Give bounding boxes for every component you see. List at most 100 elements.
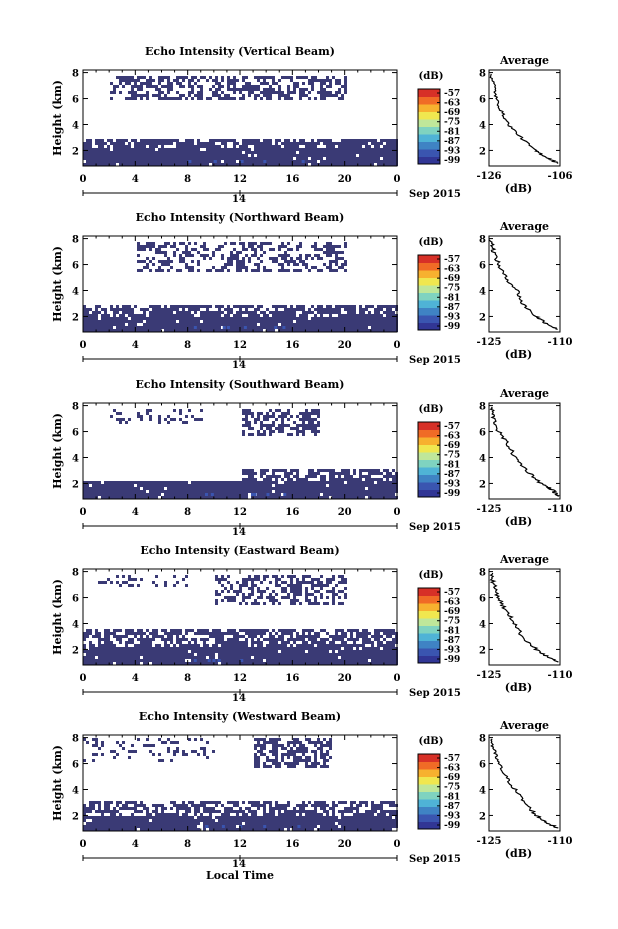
heatmap-cell bbox=[293, 142, 296, 145]
heatmap-cell bbox=[233, 632, 236, 635]
heatmap-cell bbox=[210, 493, 214, 496]
heatmap-cell bbox=[242, 85, 245, 88]
heatmap-cell bbox=[125, 644, 128, 647]
heatmap-cell bbox=[218, 269, 221, 272]
heatmap-cell bbox=[374, 635, 377, 638]
heatmap-cell bbox=[122, 326, 125, 329]
heatmap-cell bbox=[254, 326, 257, 329]
heatmap-cell bbox=[182, 487, 185, 490]
heatmap-cell bbox=[269, 148, 272, 151]
heatmap-cell bbox=[92, 662, 95, 665]
heatmap-cell bbox=[146, 139, 149, 142]
heatmap-cell bbox=[323, 659, 326, 662]
heatmap-cell bbox=[320, 82, 323, 85]
heatmap-cell bbox=[245, 662, 248, 665]
heatmap-cell bbox=[248, 91, 251, 94]
heatmap-cell bbox=[113, 635, 116, 638]
average-x-tick-label: -125 bbox=[476, 504, 501, 515]
heatmap-cell bbox=[281, 263, 284, 266]
y-tick-label: 6 bbox=[72, 261, 79, 272]
heatmap-cell bbox=[143, 145, 146, 148]
heatmap-cell bbox=[86, 481, 89, 484]
heatmap-cell bbox=[170, 308, 173, 311]
heatmap-cell bbox=[215, 593, 218, 596]
heatmap-cell bbox=[287, 88, 290, 91]
colorbar-segment bbox=[418, 126, 440, 135]
heatmap-cell bbox=[335, 593, 338, 596]
heatmap-cell bbox=[152, 157, 155, 160]
heatmap-cell bbox=[161, 496, 164, 499]
heatmap-cell bbox=[134, 635, 137, 638]
heatmap-cell bbox=[374, 142, 377, 145]
heatmap-cell bbox=[293, 154, 296, 157]
heatmap-cell bbox=[290, 260, 293, 263]
heatmap-cell bbox=[329, 79, 332, 82]
heatmap-cell bbox=[250, 493, 254, 496]
heatmap-cell bbox=[374, 154, 377, 157]
heatmap-cell bbox=[227, 314, 230, 317]
heatmap-cell bbox=[188, 163, 191, 166]
heatmap-cell bbox=[188, 91, 191, 94]
heatmap-cell bbox=[371, 329, 374, 332]
heatmap-cell bbox=[266, 97, 269, 100]
heatmap-cell bbox=[134, 644, 137, 647]
heatmap-cell bbox=[197, 154, 200, 157]
heatmap-cell bbox=[200, 638, 203, 641]
heatmap-cell bbox=[383, 163, 386, 166]
heatmap-cell bbox=[191, 157, 194, 160]
heatmap-cell bbox=[149, 481, 152, 484]
heatmap-cell bbox=[356, 151, 359, 154]
heatmap-cell bbox=[320, 484, 323, 487]
heatmap-cell bbox=[353, 320, 356, 323]
heatmap-cell bbox=[308, 91, 311, 94]
heatmap-cell bbox=[380, 320, 383, 323]
heatmap-cell bbox=[386, 139, 389, 142]
heatmap-cell bbox=[386, 653, 389, 656]
heatmap-cell bbox=[236, 251, 239, 254]
heatmap-cell bbox=[332, 326, 335, 329]
heatmap-cell bbox=[200, 142, 203, 145]
heatmap-cell bbox=[137, 493, 140, 496]
heatmap-cell bbox=[155, 157, 158, 160]
heatmap-cell bbox=[185, 254, 188, 257]
heatmap-cell bbox=[284, 305, 287, 308]
heatmap-cell bbox=[350, 308, 353, 311]
heatmap-cell bbox=[191, 76, 194, 79]
heatmap-cell bbox=[224, 139, 227, 142]
heatmap-cell bbox=[305, 311, 308, 314]
heatmap-cell bbox=[131, 308, 134, 311]
heatmap-cell bbox=[284, 581, 287, 584]
heatmap-cell bbox=[110, 647, 113, 650]
date-label: Sep 2015 bbox=[409, 355, 461, 366]
heatmap-cell bbox=[341, 469, 344, 472]
average-y-tick-label: 8 bbox=[479, 402, 486, 413]
heatmap-cell bbox=[272, 323, 275, 326]
heatmap-cell bbox=[281, 142, 284, 145]
heatmap-cell bbox=[305, 662, 308, 665]
heatmap-cell bbox=[368, 323, 371, 326]
heatmap-cell bbox=[230, 97, 233, 100]
heatmap-cell bbox=[125, 662, 128, 665]
heatmap-cell bbox=[158, 160, 161, 163]
heatmap-cell bbox=[290, 154, 293, 157]
heatmap-cell bbox=[164, 629, 167, 632]
heatmap-cell bbox=[290, 76, 293, 79]
heatmap-cell bbox=[215, 329, 218, 332]
heatmap-cell bbox=[350, 154, 353, 157]
heatmap-cell bbox=[365, 653, 368, 656]
heatmap-cell bbox=[335, 263, 338, 266]
heatmap-cell bbox=[293, 656, 296, 659]
heatmap-cell bbox=[338, 590, 341, 593]
heatmap-cell bbox=[173, 314, 176, 317]
heatmap-cell bbox=[143, 484, 146, 487]
heatmap-cell bbox=[296, 317, 299, 320]
heatmap-cell bbox=[311, 581, 314, 584]
heatmap-cell bbox=[110, 662, 113, 665]
heatmap-cell bbox=[305, 581, 308, 584]
heatmap-cell bbox=[122, 308, 125, 311]
heatmap-cell bbox=[293, 481, 296, 484]
heatmap-cell bbox=[344, 260, 347, 263]
heatmap-cell bbox=[227, 317, 230, 320]
heatmap-cell bbox=[344, 245, 347, 248]
heatmap-cell bbox=[302, 581, 305, 584]
